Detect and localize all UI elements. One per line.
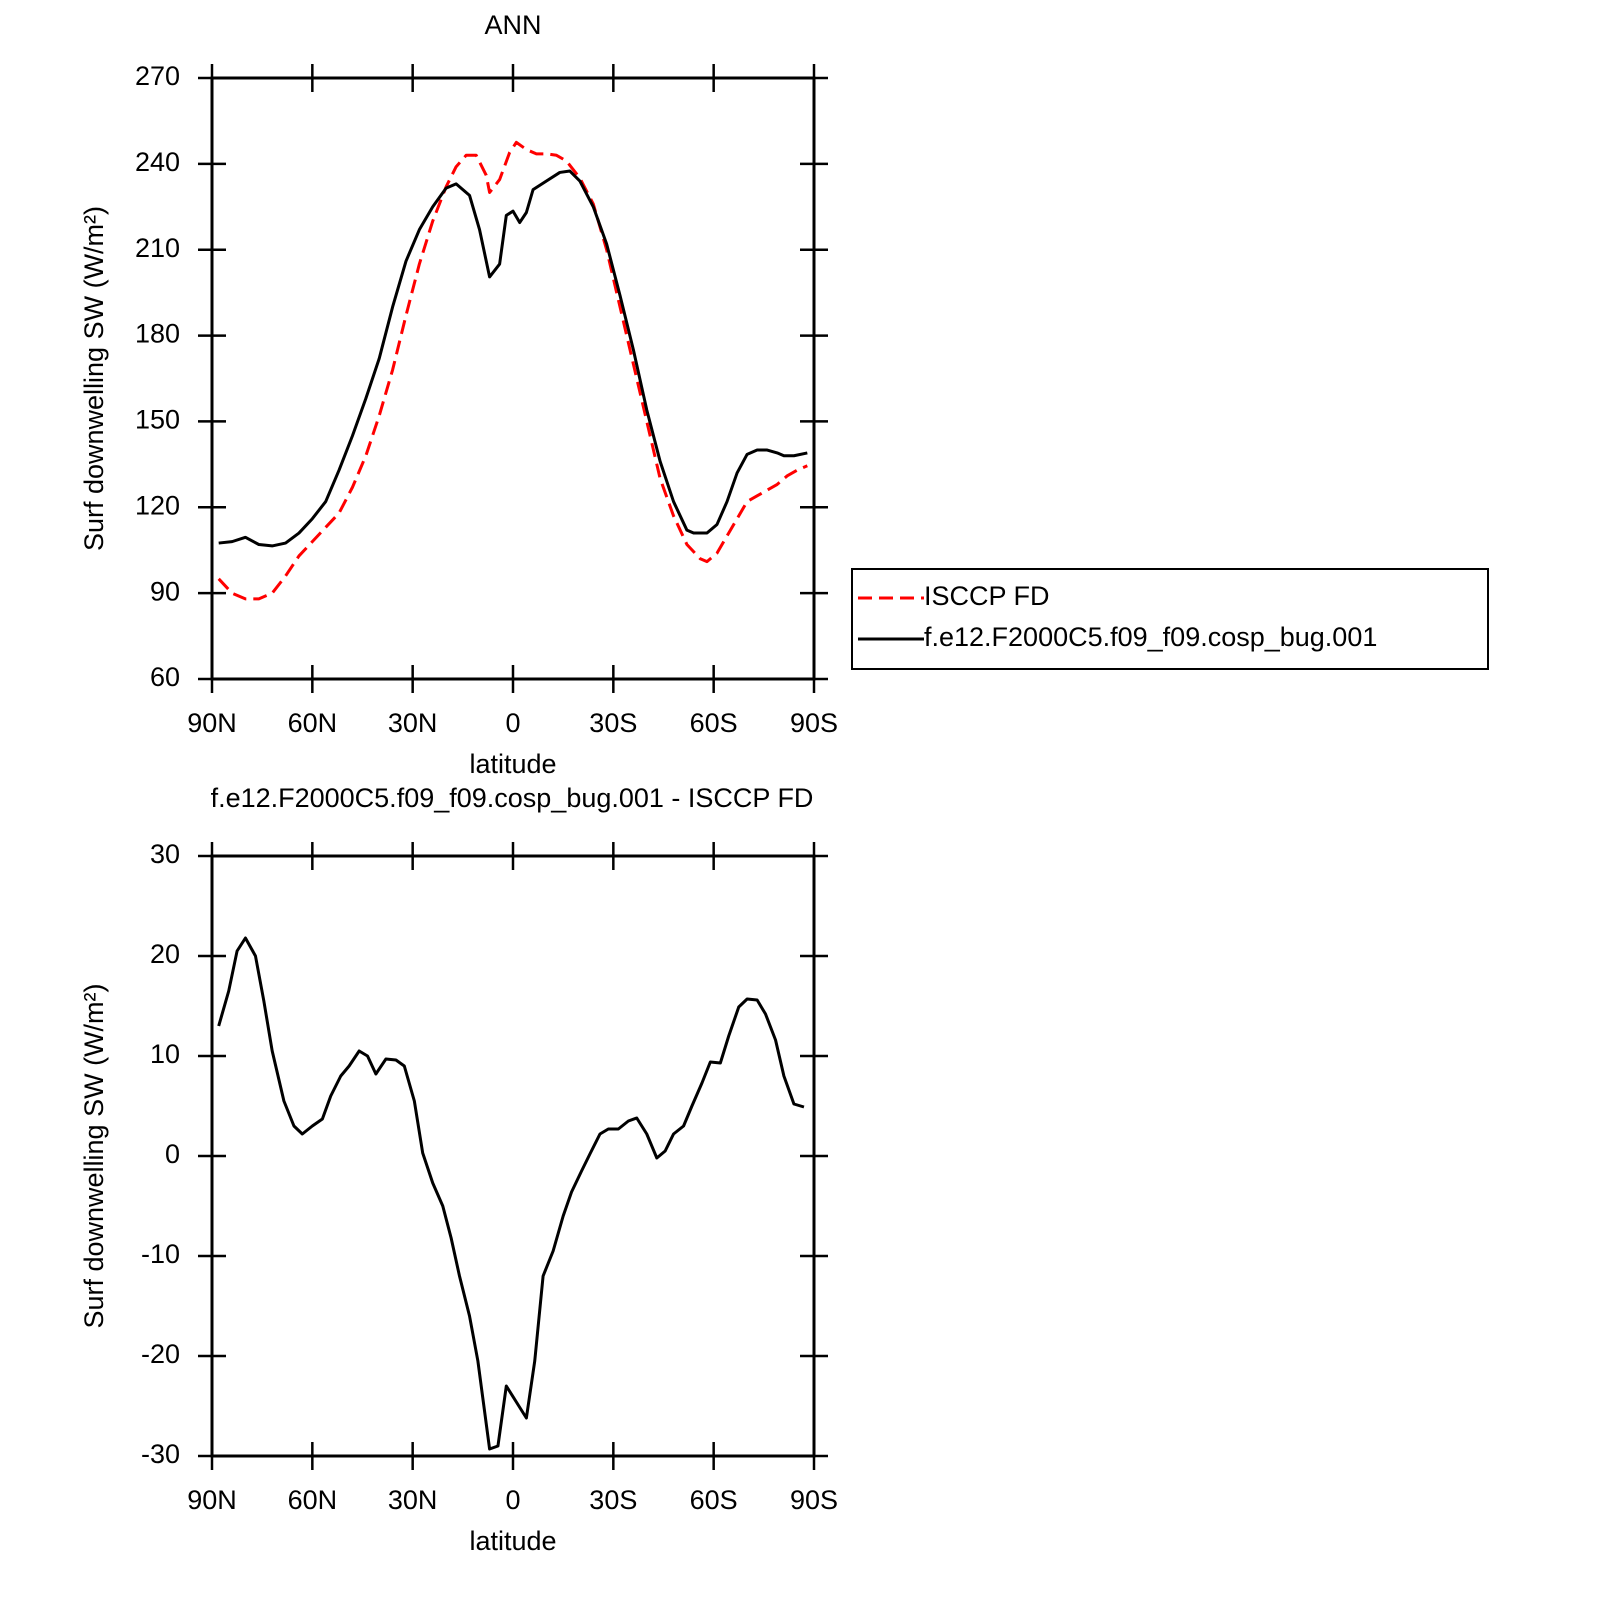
x-tick-label: 30N [388, 1485, 438, 1515]
y-tick-label: 150 [135, 405, 180, 435]
plot-frame [210, 76, 816, 681]
y-tick-label: 60 [150, 662, 180, 692]
x-tick-label: 30S [589, 708, 637, 738]
x-tick-label: 60N [288, 708, 338, 738]
data-line [218, 169, 808, 548]
y-axis-label: Surf downwelling SW (W/m²) [79, 983, 109, 1328]
x-tick-label: 0 [505, 708, 520, 738]
y-tick-label: 120 [135, 490, 180, 520]
legend-box [851, 568, 1489, 670]
x-tick-label: 30N [388, 708, 438, 738]
x-tick-label: 90N [187, 708, 237, 738]
x-tick-label: 60N [288, 1485, 338, 1515]
x-tick-label: 30S [589, 1485, 637, 1515]
plot-frame [210, 854, 816, 1458]
y-tick-label: 180 [135, 319, 180, 349]
y-tick-label: 240 [135, 147, 180, 177]
y-tick-label: 210 [135, 233, 180, 263]
x-tick-label: 0 [505, 1485, 520, 1515]
legend-label: ISCCP FD [924, 581, 1050, 611]
chart-title: ANN [484, 10, 541, 40]
y-tick-label: 10 [150, 1039, 180, 1069]
y-tick-label: -30 [141, 1439, 180, 1469]
data-line [217, 140, 808, 601]
x-tick-label: 60S [690, 1485, 738, 1515]
y-tick-label: 270 [135, 61, 180, 91]
y-tick-label: -10 [141, 1239, 180, 1269]
data-line [217, 936, 805, 1451]
y-axis-label: Surf downwelling SW (W/m²) [79, 206, 109, 551]
y-tick-label: 0 [165, 1139, 180, 1169]
legend-label: f.e12.F2000C5.f09_f09.cosp_bug.001 [924, 622, 1377, 652]
y-tick-label: 90 [150, 576, 180, 606]
x-axis-label: latitude [469, 1526, 556, 1556]
x-tick-label: 60S [690, 708, 738, 738]
x-tick-label: 90S [790, 708, 838, 738]
y-tick-label: 20 [150, 939, 180, 969]
x-tick-label: 90N [187, 1485, 237, 1515]
y-tick-label: -20 [141, 1339, 180, 1369]
x-tick-label: 90S [790, 1485, 838, 1515]
chart-title: f.e12.F2000C5.f09_f09.cosp_bug.001 - ISC… [211, 783, 814, 813]
x-axis-label: latitude [469, 749, 556, 779]
y-tick-label: 30 [150, 839, 180, 869]
